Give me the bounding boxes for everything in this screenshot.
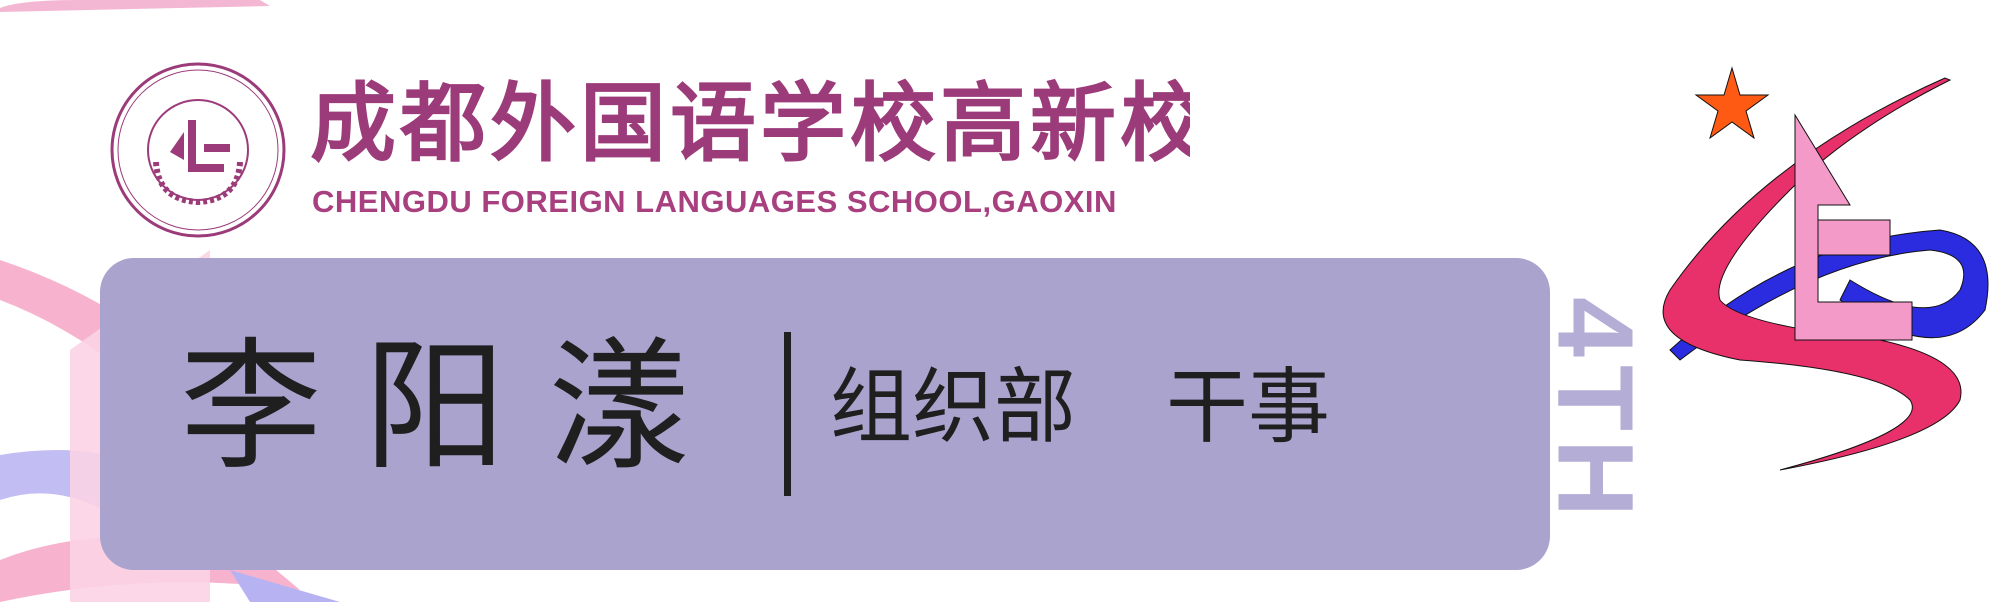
edition-label: 4TH — [1548, 296, 1644, 526]
edition-mark: 4TH — [1548, 286, 1644, 536]
position-label: 干事 — [1166, 360, 1331, 455]
name-divider — [784, 332, 791, 496]
name-card: 李阳漾 组织部 干事 — [100, 258, 1550, 570]
school-name-chinese: 成都外国语学校高新校区 — [310, 73, 1190, 174]
person-name: 李阳漾 — [180, 325, 732, 490]
role-text: 组织部 干事 — [830, 318, 1330, 498]
ribbon-arrow-logo — [1662, 66, 1989, 471]
school-name-english: CHENGDU FOREIGN LANGUAGES SCHOOL,GAOXIN — [312, 184, 1117, 219]
school-seal-logo — [110, 62, 286, 238]
department-label: 组织部 — [830, 360, 1077, 455]
